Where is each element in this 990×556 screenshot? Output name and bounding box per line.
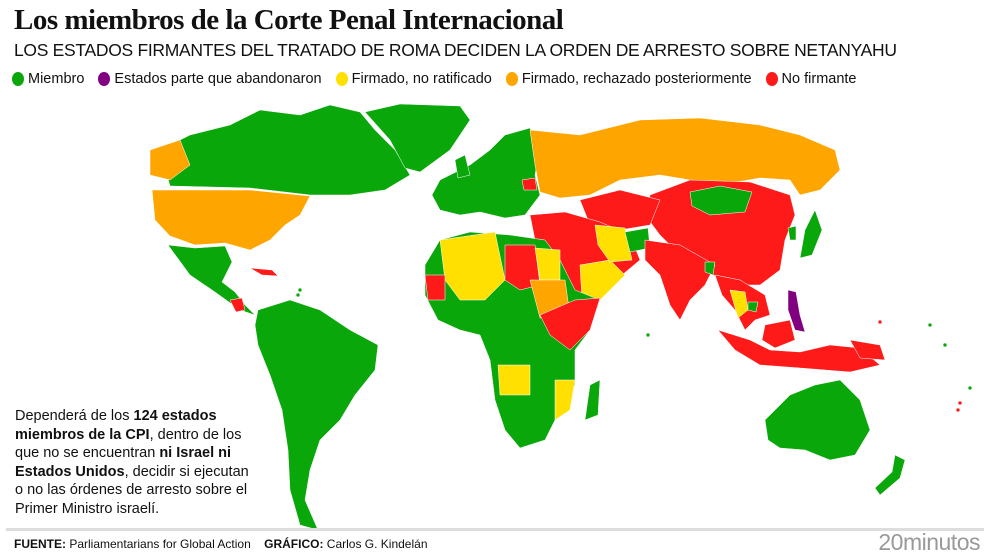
region-mongolia — [689, 185, 753, 216]
region-angola-yellow — [497, 364, 531, 396]
region-russia — [529, 117, 841, 199]
region-horn-africa — [539, 297, 601, 351]
green-dot-icon — [12, 72, 24, 86]
legend-item-firmado: Firmado, no ratificado — [335, 71, 492, 87]
region-cuba — [249, 267, 279, 277]
purple-dot-icon — [98, 72, 111, 86]
region-mozambique-yellow — [554, 379, 576, 421]
red-dot-icon — [765, 72, 778, 86]
region-madagascar — [584, 379, 601, 421]
note-bold: 124 estados miembros de la CPI — [15, 408, 217, 443]
graphic-label: GRÁFICO: — [264, 537, 324, 551]
page-subtitle: LOS ESTADOS FIRMANTES DEL TRATADO DE ROM… — [14, 40, 897, 60]
note-text: , dentro de los que no se encuentran — [15, 426, 242, 462]
legend-item-abandonaron: Estados parte que abandonaron — [98, 71, 322, 87]
region-bangladesh — [704, 261, 716, 276]
island-dot — [942, 342, 948, 348]
legend-label: Estados parte que abandonaron — [114, 71, 322, 87]
region-europe — [431, 127, 541, 219]
island-dot — [967, 385, 973, 391]
region-india — [644, 239, 716, 321]
note-bold: ni Israel ni Estados Unidos — [15, 445, 232, 480]
island-dot — [877, 319, 883, 325]
region-greenland — [364, 103, 471, 173]
legend-label: Firmado, no ratificado — [351, 71, 492, 87]
legend-label: Miembro — [28, 71, 85, 87]
yellow-dot-icon — [335, 72, 348, 86]
region-iran-yellow — [594, 224, 633, 263]
source-label: FUENTE: — [14, 537, 66, 551]
region-indonesia — [717, 329, 881, 373]
region-cambodia — [747, 301, 759, 313]
island-dot — [957, 400, 963, 406]
region-korea — [787, 225, 797, 241]
island-dot — [645, 332, 651, 338]
legend-label: Firmado, rechazado posteriormente — [521, 71, 752, 87]
graphic-text: Carlos G. Kindelán — [323, 537, 428, 551]
brand-logo: 20minutos — [878, 529, 980, 555]
orange-dot-icon — [505, 72, 518, 86]
region-canada — [159, 104, 411, 196]
footer-divider — [6, 528, 984, 531]
region-borneo — [761, 319, 796, 349]
legend: Miembro Estados parte que abandonaron Fi… — [12, 71, 857, 87]
region-china — [644, 179, 796, 286]
island-dot — [955, 407, 961, 413]
note-text: , decidir si ejecutan o no las órdenes d… — [15, 463, 249, 517]
region-nicaragua — [229, 297, 246, 313]
source-text: Parliamentarians for Global Action — [66, 537, 251, 551]
region-australia — [764, 379, 871, 461]
region-alaska — [149, 139, 191, 181]
info-note: Dependerá de los 124 estados miembros de… — [15, 407, 255, 518]
page-title: Los miembros de la Corte Penal Internaci… — [14, 4, 564, 36]
world-map — [149, 103, 973, 531]
island-dot — [927, 322, 933, 328]
note-text: Dependerá de los — [15, 408, 134, 424]
region-usa — [151, 189, 311, 251]
region-libya — [504, 244, 541, 291]
island-dot — [297, 287, 303, 293]
region-philippines — [787, 289, 806, 333]
region-belarus — [521, 177, 538, 191]
region-png — [849, 339, 886, 361]
region-uk — [454, 154, 471, 179]
region-south-america — [254, 299, 379, 531]
region-japan — [799, 209, 823, 259]
island-dot — [295, 292, 301, 298]
legend-item-miembro: Miembro — [12, 71, 84, 87]
region-new-zealand — [874, 454, 906, 496]
region-mauritania — [424, 274, 446, 301]
legend-item-no-firmante: No firmante — [765, 71, 857, 87]
legend-label: No firmante — [781, 71, 857, 87]
legend-item-rechazado: Firmado, rechazado posteriormente — [505, 71, 752, 87]
footer-credits: FUENTE: Parliamentarians for Global Acti… — [14, 537, 428, 551]
